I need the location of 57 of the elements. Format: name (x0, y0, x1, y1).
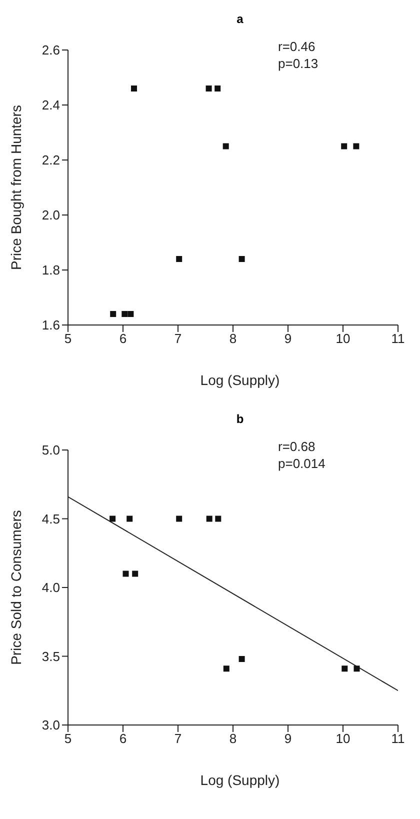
chart-title: a (236, 11, 244, 28)
point (238, 256, 245, 262)
x-tick-label: 11 (391, 331, 405, 346)
point (222, 143, 229, 150)
annotation: p=0.13 (278, 55, 318, 72)
point (110, 516, 116, 522)
x-tick-label: 11 (391, 731, 405, 746)
point (214, 86, 221, 92)
y-axis-title: Price Bought from Hunters (8, 105, 24, 270)
y-tick-label: 1.6 (42, 318, 60, 333)
x-tick-label: 8 (229, 331, 237, 346)
x-tick-label: 7 (174, 331, 182, 346)
x-tick-label: 10 (336, 731, 350, 746)
chart-title: b (235, 411, 245, 428)
point (132, 570, 138, 577)
x-tick-label: 9 (284, 731, 292, 746)
x-tick-label: 6 (119, 731, 127, 746)
y-tick-label: 4.0 (42, 580, 60, 596)
x-tick-label: 6 (119, 331, 127, 346)
x-tick-label: 8 (229, 731, 237, 746)
point (353, 143, 360, 150)
x-tick-label: 5 (64, 331, 72, 346)
point (342, 666, 348, 672)
y-tick-label: 2.0 (42, 208, 60, 223)
y-tick-label: 5.0 (42, 442, 60, 458)
point (341, 143, 348, 150)
point (238, 656, 245, 662)
annotation: r=0.46 (278, 38, 316, 55)
point (131, 86, 137, 92)
y-tick-label: 2.4 (42, 98, 60, 113)
point (128, 311, 134, 317)
point (206, 516, 212, 522)
point (122, 570, 129, 577)
point (176, 516, 182, 522)
x-tick-label: 5 (64, 731, 72, 746)
y-tick-label: 2.2 (42, 152, 60, 168)
point (122, 311, 128, 317)
point (206, 86, 212, 92)
y-tick-label: 2.6 (42, 42, 60, 58)
point (354, 666, 360, 672)
y-tick-label: 1.8 (42, 262, 60, 278)
annotation: r=0.68 (278, 438, 316, 455)
x-axis-title: Log (Supply) (199, 372, 281, 388)
y-axis-title: Price Sold to Consumers (8, 510, 24, 665)
x-tick-label: 9 (284, 331, 292, 346)
point (215, 516, 222, 522)
y-tick-label: 4.5 (42, 511, 60, 526)
y-tick-label: 3.0 (42, 718, 60, 733)
point (223, 666, 230, 672)
point (176, 256, 182, 262)
x-axis-title: Log (Supply) (199, 772, 281, 788)
x-tick-label: 7 (174, 731, 182, 746)
annotation: p=0.014 (278, 455, 326, 472)
y-tick-label: 3.5 (42, 648, 60, 664)
x-tick-label: 10 (336, 331, 350, 346)
point (110, 311, 116, 317)
point (126, 516, 133, 522)
